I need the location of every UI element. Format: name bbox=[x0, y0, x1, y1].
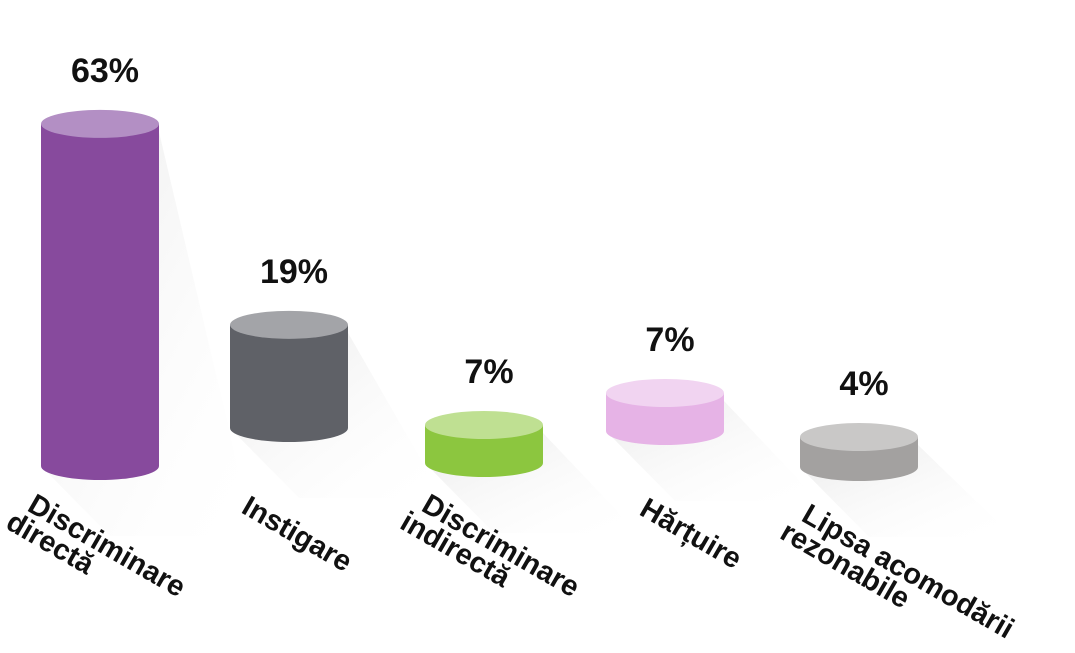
value-label: 19% bbox=[260, 253, 328, 291]
value-labels: 63% 19% 7% 7% 4% bbox=[71, 52, 889, 403]
cylinder-top bbox=[41, 109, 159, 138]
cylinder-top bbox=[800, 423, 918, 451]
cylinder-bar bbox=[41, 109, 159, 480]
cylinder-bar bbox=[606, 378, 724, 445]
value-label: 7% bbox=[464, 353, 513, 391]
cylinder-bar bbox=[800, 423, 918, 481]
cylinder-body bbox=[425, 424, 543, 477]
category-label: Instigare bbox=[237, 490, 358, 578]
bars bbox=[41, 109, 918, 481]
cylinder-body bbox=[41, 123, 159, 480]
cylinder-bar bbox=[230, 310, 348, 442]
value-label: 7% bbox=[645, 321, 694, 359]
category-label: Hărțuire bbox=[635, 492, 747, 575]
category-label-line: Instigare bbox=[237, 490, 358, 578]
category-label-line: Hărțuire bbox=[635, 492, 747, 575]
cylinder-top bbox=[425, 410, 543, 439]
cylinder-top bbox=[230, 310, 348, 339]
value-label: 63% bbox=[71, 52, 139, 90]
cylinder-top bbox=[606, 378, 724, 407]
cylinder-body bbox=[230, 324, 348, 442]
cylinder-body bbox=[606, 392, 724, 445]
cylinder-bar bbox=[425, 410, 543, 477]
value-label: 4% bbox=[839, 365, 888, 403]
